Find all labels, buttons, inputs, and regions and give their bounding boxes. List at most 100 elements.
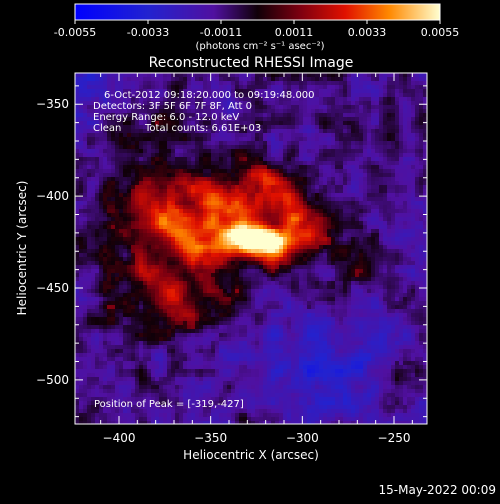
heatmap-cell	[187, 225, 192, 230]
heatmap-cell	[207, 177, 212, 182]
heatmap-cell	[103, 349, 108, 354]
heatmap-cell	[211, 317, 216, 322]
heatmap-cell	[191, 421, 196, 426]
heatmap-cell	[87, 301, 92, 306]
heatmap-cell	[279, 117, 284, 122]
heatmap-cell	[223, 229, 228, 234]
heatmap-cell	[275, 145, 280, 150]
heatmap-cell	[99, 205, 104, 210]
heatmap-cell	[275, 329, 280, 334]
heatmap-cell	[295, 421, 300, 426]
heatmap-cell	[191, 333, 196, 338]
heatmap-cell	[143, 185, 148, 190]
heatmap-cell	[255, 161, 260, 166]
heatmap-cell	[163, 205, 168, 210]
heatmap-cell	[135, 309, 140, 314]
heatmap-cell	[95, 225, 100, 230]
heatmap-cell	[291, 409, 296, 414]
heatmap-cell	[211, 185, 216, 190]
heatmap-cell	[239, 73, 244, 78]
heatmap-cell	[279, 357, 284, 362]
heatmap-cell	[111, 329, 116, 334]
heatmap-cell	[91, 137, 96, 142]
heatmap-cell	[155, 245, 160, 250]
heatmap-cell	[291, 421, 296, 426]
heatmap-cell	[139, 349, 144, 354]
heatmap-cell	[203, 197, 208, 202]
heatmap-cell	[287, 413, 292, 418]
heatmap-cell	[291, 245, 296, 250]
heatmap-cell	[275, 301, 280, 306]
heatmap-cell	[163, 77, 168, 82]
heatmap-cell	[299, 85, 304, 90]
heatmap-cell	[83, 417, 88, 422]
heatmap-cell	[299, 273, 304, 278]
heatmap-cell	[219, 357, 224, 362]
heatmap-cell	[183, 77, 188, 82]
heatmap-cell	[127, 273, 132, 278]
heatmap-cell	[139, 165, 144, 170]
heatmap-cell	[255, 73, 260, 78]
heatmap-cell	[243, 417, 248, 422]
heatmap-cell	[127, 233, 132, 238]
heatmap-cell	[131, 161, 136, 166]
heatmap-cell	[243, 165, 248, 170]
heatmap-cell	[83, 361, 88, 366]
heatmap-cell	[223, 157, 228, 162]
heatmap-cell	[135, 209, 140, 214]
heatmap-cell	[207, 225, 212, 230]
heatmap-cell	[127, 177, 132, 182]
heatmap-cell	[215, 345, 220, 350]
heatmap-cell	[111, 293, 116, 298]
heatmap-cell	[203, 393, 208, 398]
heatmap-cell	[223, 233, 228, 238]
heatmap-cell	[175, 325, 180, 330]
heatmap-cell	[151, 193, 156, 198]
heatmap-cell	[99, 169, 104, 174]
heatmap-cell	[219, 385, 224, 390]
heatmap-cell	[283, 257, 288, 262]
heatmap-cell	[199, 257, 204, 262]
heatmap-cell	[143, 301, 148, 306]
heatmap-cell	[127, 221, 132, 226]
heatmap-cell	[135, 265, 140, 270]
heatmap-cell	[99, 249, 104, 254]
heatmap-cell	[91, 317, 96, 322]
heatmap-cell	[227, 249, 232, 254]
heatmap-cell	[219, 281, 224, 286]
heatmap-cell	[267, 141, 272, 146]
heatmap-cell	[251, 361, 256, 366]
heatmap-cell	[259, 253, 264, 258]
heatmap-cell	[255, 189, 260, 194]
heatmap-cell	[287, 105, 292, 110]
heatmap-cell	[115, 325, 120, 330]
heatmap-cell	[207, 301, 212, 306]
heatmap-cell	[255, 229, 260, 234]
heatmap-cell	[115, 237, 120, 242]
heatmap-cell	[267, 349, 272, 354]
heatmap-cell	[155, 353, 160, 358]
heatmap-cell	[187, 253, 192, 258]
heatmap-cell	[83, 133, 88, 138]
heatmap-cell	[291, 389, 296, 394]
heatmap-cell	[235, 373, 240, 378]
heatmap-cell	[103, 373, 108, 378]
heatmap-cell	[207, 161, 212, 166]
heatmap-cell	[83, 329, 88, 334]
heatmap-cell	[195, 253, 200, 258]
heatmap-cell	[155, 181, 160, 186]
heatmap-cell	[75, 277, 80, 282]
heatmap-cell	[275, 117, 280, 122]
heatmap-cell	[255, 393, 260, 398]
heatmap-cell	[259, 269, 264, 274]
heatmap-cell	[191, 237, 196, 242]
heatmap-cell	[79, 293, 84, 298]
heatmap-cell	[163, 417, 168, 422]
heatmap-cell	[219, 245, 224, 250]
heatmap-cell	[131, 261, 136, 266]
heatmap-cell	[291, 333, 296, 338]
heatmap-cell	[239, 241, 244, 246]
heatmap-cell	[283, 409, 288, 414]
heatmap-cell	[267, 233, 272, 238]
heatmap-cell	[183, 281, 188, 286]
